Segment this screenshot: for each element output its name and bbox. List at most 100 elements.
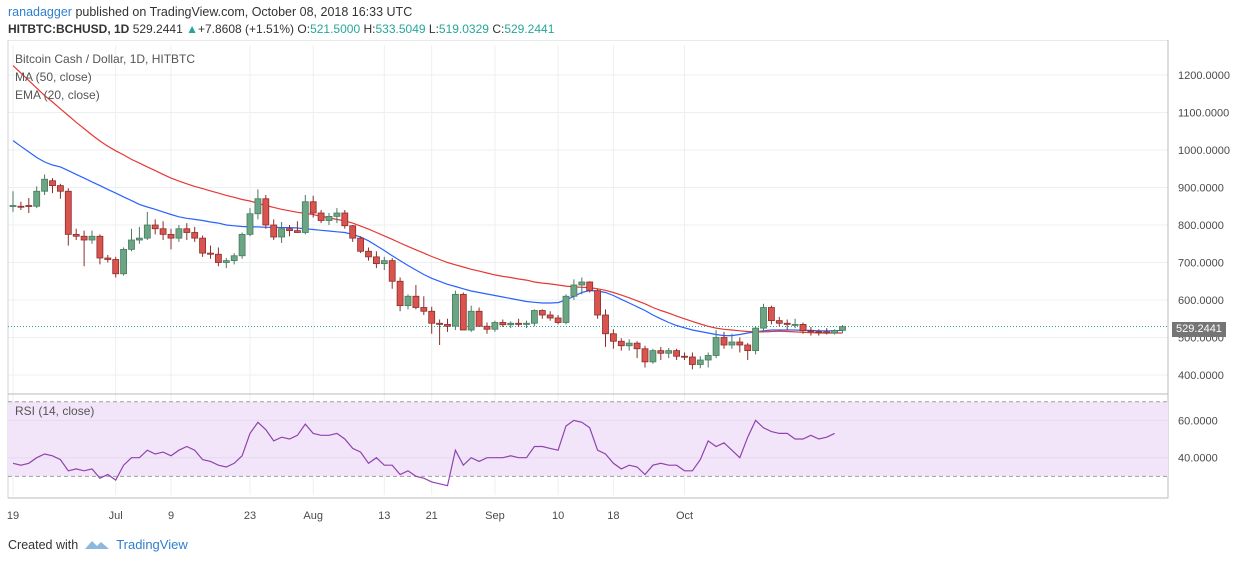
candle-body [681,355,688,358]
candle-body [380,260,388,265]
candle [309,195,317,218]
candle-body [799,323,807,332]
tradingview-logo-icon [85,540,110,549]
candle [104,255,112,263]
last-price-tag: 529.2441 [1172,322,1226,337]
ma-50-line [12,140,843,337]
candle [712,330,720,359]
candle-body [538,310,546,316]
candle-body [135,237,143,241]
candle-body [96,235,104,259]
candle-body [151,224,159,230]
price-axis-label: 600.0000 [1178,295,1224,307]
candle-body [744,344,752,352]
candle-body [507,322,515,326]
candle [586,281,594,293]
candle-body [317,212,325,221]
price-change: +7.8608 (+1.51%) [197,22,295,36]
candle [689,352,696,370]
candle-body [752,327,759,352]
candle-body [349,225,357,239]
candle-body [301,201,309,233]
candle [507,321,515,329]
candle [428,306,436,334]
high-label: H: [363,22,376,36]
candle [681,352,688,360]
rsi-line [12,419,835,487]
candle-body [333,212,341,217]
candle [33,186,41,209]
candle-body [483,325,491,330]
time-axis-label: Oct [676,510,693,522]
candle [112,256,120,278]
candle [159,221,167,240]
candle [270,219,278,240]
candle [546,311,554,321]
candle-body [791,323,799,326]
candle-body [372,256,380,265]
candle [696,356,704,369]
candle-body [365,250,372,258]
price-axis-label: 700.0000 [1178,258,1224,270]
candle-body [404,295,412,307]
candle [499,319,507,327]
price-axis-label: 1100.0000 [1178,108,1229,120]
candle-body [420,307,428,312]
candle [293,221,301,233]
candle [610,329,617,349]
candle [246,208,254,237]
candle-body [807,330,815,333]
price-chart[interactable]: 1200.0000 1100.0000 1000.0000 900.0000 800.0… [0,40,1240,525]
candle-body [57,185,64,192]
candle [720,331,728,349]
candle-body [9,205,17,207]
author-link[interactable]: ranadagger [8,5,72,19]
candle-body [25,205,33,207]
candle-body [657,350,665,354]
candle-body [191,232,199,239]
candle [72,228,80,240]
time-axis-label: Jul [109,510,123,522]
candle-body [823,331,831,334]
candle [49,178,56,194]
ema-20-line [12,65,843,334]
candle [475,307,483,327]
candle-body [428,310,436,324]
candle-body [33,190,41,207]
price-axis-label: 900.0000 [1178,183,1224,195]
candle [815,329,823,336]
candle-body [475,310,483,327]
candle [807,327,815,336]
footer: Created with TradingView [8,537,188,552]
created-with-text: Created with [8,537,79,552]
time-axis-label: 23 [244,510,256,522]
candle-body [159,228,167,235]
candle [633,341,641,359]
candle [341,210,349,229]
candle [207,245,214,259]
candle-body [586,281,594,292]
candle [783,319,791,330]
candle-body [728,341,736,346]
candle [183,223,191,240]
candle [214,247,222,267]
candle-body [64,190,72,235]
rsi-legend: RSI (14, close) [15,404,95,418]
candle-body [720,337,728,346]
candle-body [649,350,657,363]
candle-body [546,314,554,319]
candle-body [665,350,673,354]
ema-legend: EMA (20, close) [15,88,100,102]
candle [57,183,64,199]
candle-body [120,248,127,275]
tradingview-link[interactable]: TradingView [116,537,188,552]
candle [728,333,736,349]
rsi-axis-label: 60.0000 [1178,415,1218,427]
close-value: 529.2441 [504,22,555,36]
ma-legend: MA (50, close) [15,70,92,84]
candle-body [491,322,499,330]
candle-body [88,235,96,241]
candle-body [689,356,696,365]
candle-body [238,233,246,257]
candle-body [625,342,633,347]
